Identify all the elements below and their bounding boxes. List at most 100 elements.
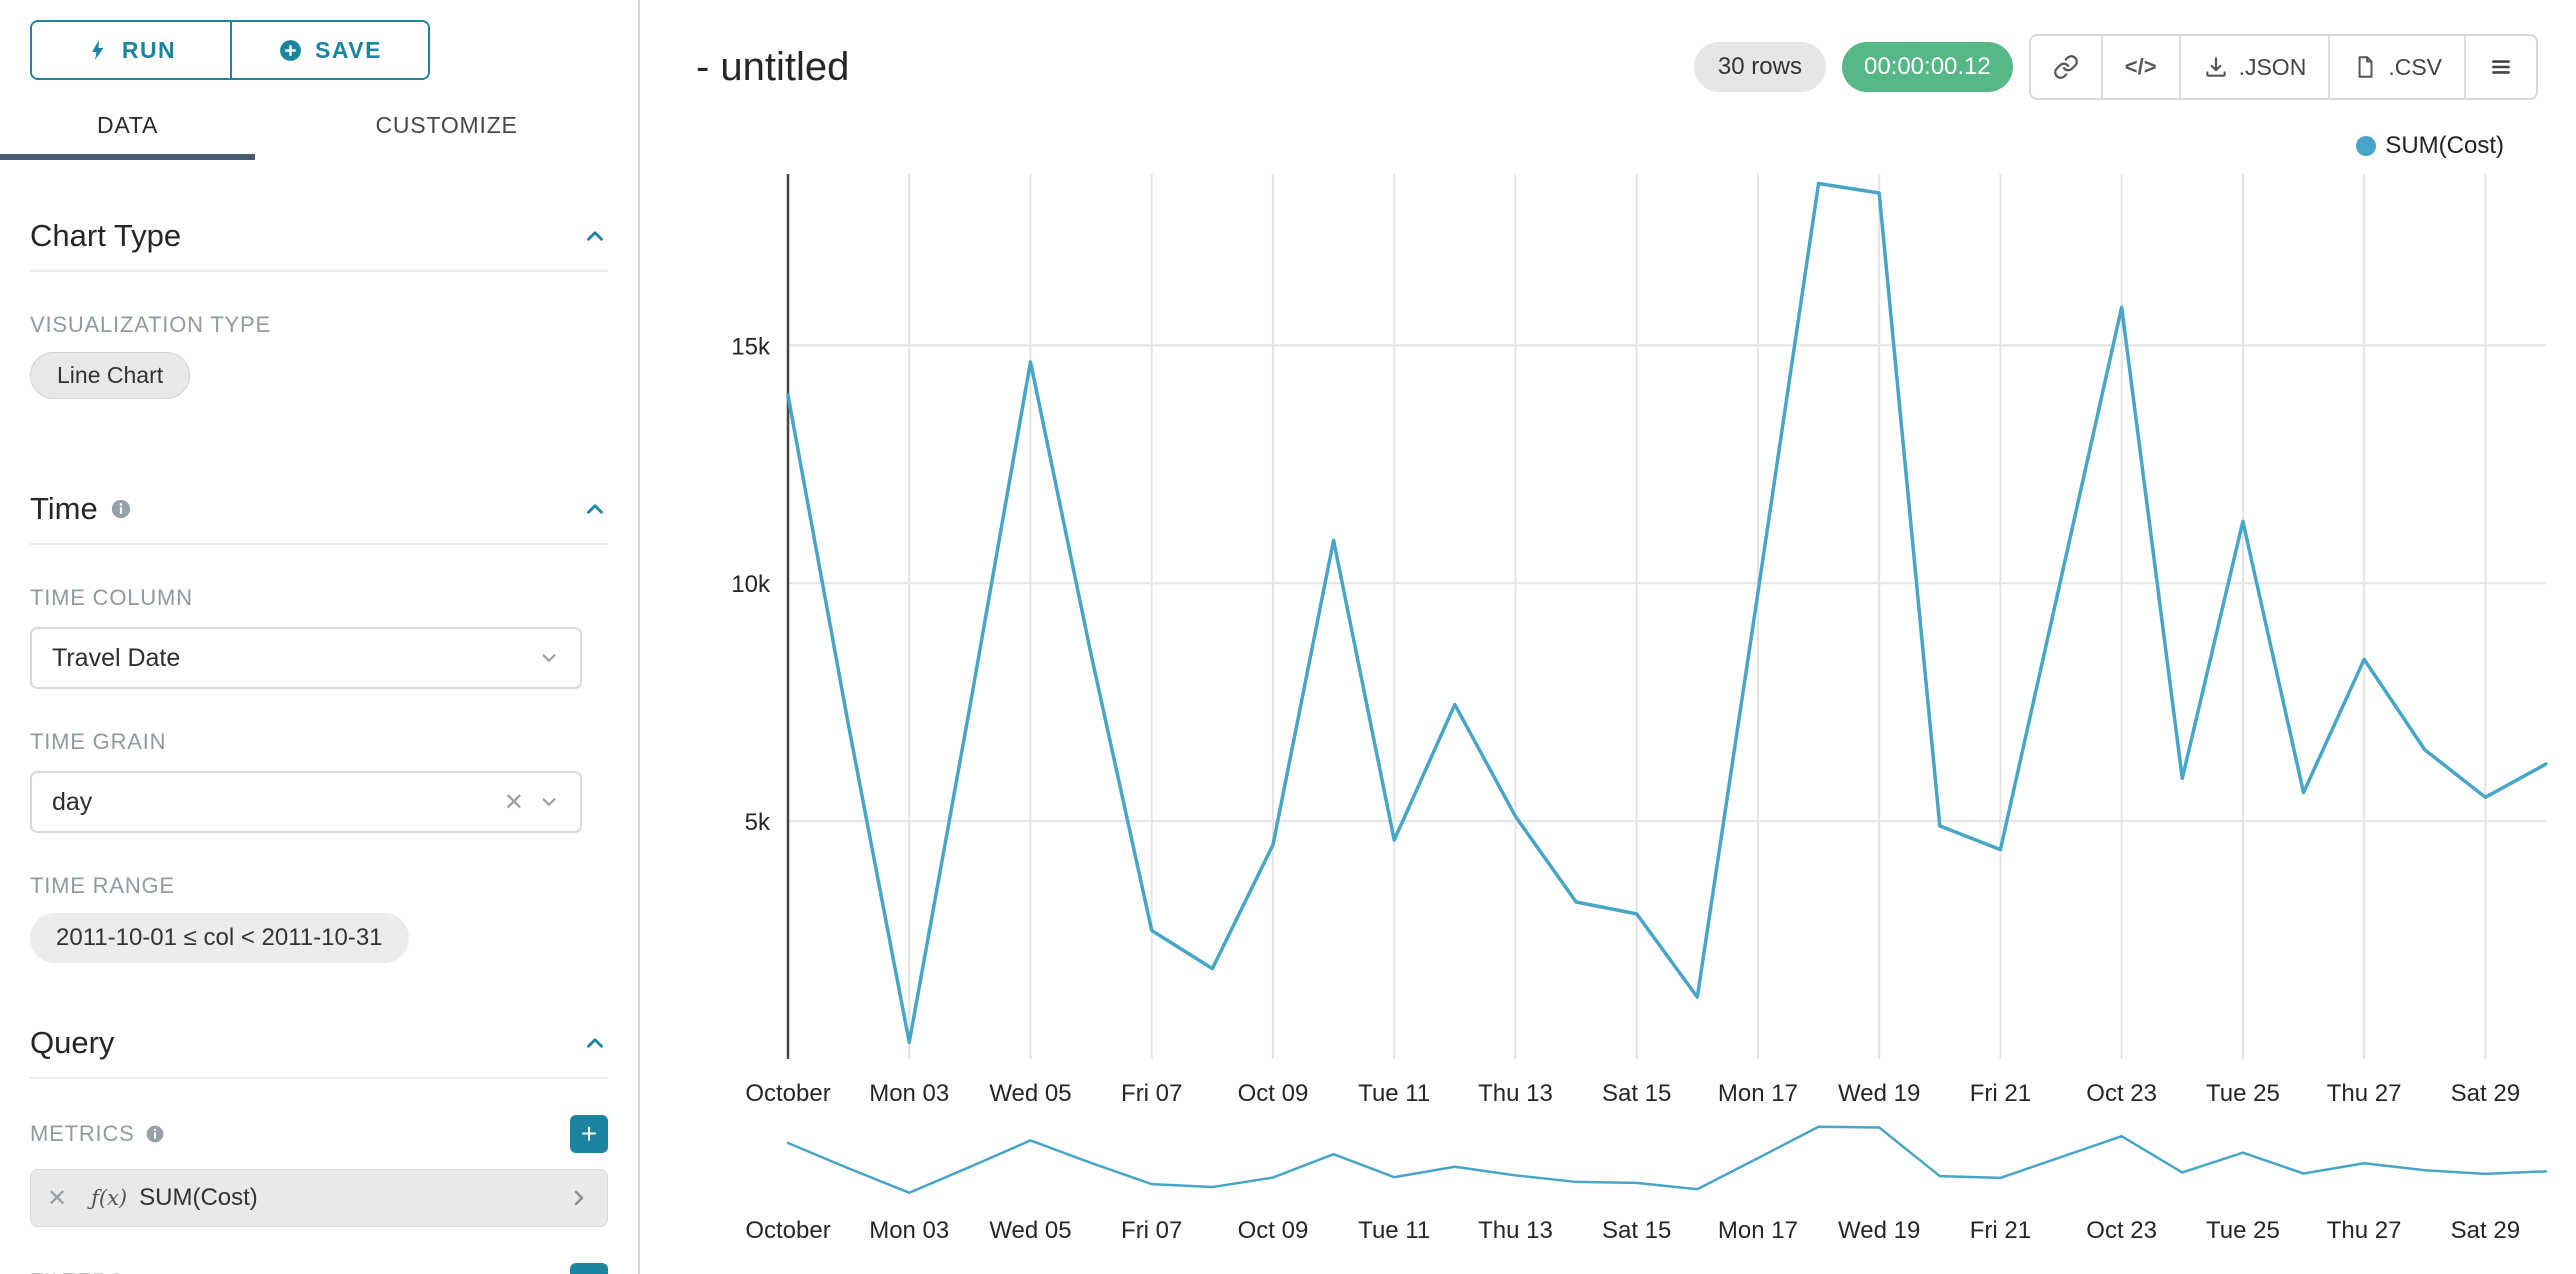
x-axis-label: October <box>745 1080 830 1107</box>
x-axis-label: Wed 05 <box>989 1080 1071 1107</box>
run-save-group: RUN SAVE <box>30 20 430 80</box>
add-filter-button[interactable]: + <box>570 1263 608 1274</box>
time-range-value[interactable]: 2011-10-01 ≤ col < 2011-10-31 <box>30 913 409 963</box>
x-axis-label: Wed 19 <box>1838 1080 1920 1107</box>
time-column-label: TIME COLUMN <box>30 585 193 610</box>
run-button[interactable]: RUN <box>32 22 230 78</box>
remove-metric-icon[interactable]: ✕ <box>47 1184 68 1212</box>
section-chart-type-title: Chart Type <box>30 218 182 253</box>
mini-x-axis-label: Wed 05 <box>989 1217 1071 1244</box>
metrics-label: METRICS <box>30 1121 135 1146</box>
menu-button[interactable] <box>2464 36 2536 98</box>
metrics-row: METRICS + <box>30 1115 608 1153</box>
filters-row: FILTERS + <box>30 1263 608 1274</box>
x-axis-label: Sat 15 <box>1602 1080 1671 1107</box>
mini-x-axis-label: Tue 11 <box>1358 1217 1430 1244</box>
mini-x-axis-label: Wed 19 <box>1838 1217 1920 1244</box>
mini-x-axis-label: October <box>745 1217 830 1244</box>
time-grain-value: day <box>52 787 93 816</box>
time-column-value: Travel Date <box>52 643 181 672</box>
visualization-type-value[interactable]: Line Chart <box>30 352 191 399</box>
row-count-badge: 30 rows <box>1693 42 1826 92</box>
x-axis-label: Mon 03 <box>869 1080 949 1107</box>
x-axis-label: Tue 25 <box>2206 1080 2280 1107</box>
save-button[interactable]: SAVE <box>230 22 428 78</box>
y-axis-label: 10k <box>731 571 771 598</box>
info-icon <box>111 499 130 519</box>
x-axis-label: Thu 27 <box>2327 1080 2402 1107</box>
series-line <box>786 181 2548 1045</box>
query-timer-badge: 00:00:00.12 <box>1841 42 2013 92</box>
section-time-title: Time <box>30 491 98 526</box>
x-axis-label: Fri 21 <box>1970 1080 2031 1107</box>
mini-x-axis-label: Thu 13 <box>1478 1217 1553 1244</box>
tab-customize-label: CUSTOMIZE <box>375 111 518 138</box>
metric-pill[interactable]: ✕ ƒ(x) SUM(Cost) <box>30 1169 608 1227</box>
control-panel: RUN SAVE DATA CUSTOMIZE Chart Type VISUA… <box>0 0 640 1274</box>
mini-x-axis-label: Sat 15 <box>1602 1217 1671 1244</box>
time-range-label: TIME RANGE <box>30 873 175 898</box>
section-chart-type-header[interactable]: Chart Type <box>30 218 608 272</box>
visualization-type-label: VISUALIZATION TYPE <box>30 312 271 337</box>
share-link-button[interactable] <box>2030 36 2101 98</box>
mini-x-axis-label: Oct 23 <box>2086 1217 2157 1244</box>
section-time-header[interactable]: Time <box>30 491 608 545</box>
mini-x-axis-label: Sat 29 <box>2451 1217 2520 1244</box>
chevron-right-icon[interactable] <box>567 1186 591 1210</box>
mini-x-axis-label: Fri 21 <box>1970 1217 2031 1244</box>
link-icon <box>2053 55 2078 79</box>
brush-mini-chart[interactable]: October Mon 03 Wed 05 Fri 07 Oct 09 Tue 11 Thu… <box>640 1114 2576 1264</box>
chevron-up-icon[interactable] <box>582 223 608 249</box>
mini-x-axis-label: Mon 03 <box>869 1217 949 1244</box>
fx-icon: ƒ(x) <box>91 1186 128 1210</box>
mini-chart-svg: October Mon 03 Wed 05 Fri 07 Oct 09 Tue 11 Thu… <box>745 1125 2548 1244</box>
mini-x-axis-label: Thu 27 <box>2327 1217 2402 1244</box>
filters-label: FILTERS <box>30 1269 124 1274</box>
mini-x-axis-label: Fri 07 <box>1121 1217 1182 1244</box>
chart-legend[interactable]: SUM(Cost) <box>640 128 2576 164</box>
plus-circle-icon <box>280 39 301 61</box>
add-metric-button[interactable]: + <box>570 1115 608 1153</box>
export-csv-button[interactable]: .CSV <box>2328 36 2464 98</box>
x-axis-label: Thu 13 <box>1478 1080 1553 1107</box>
metric-name: SUM(Cost) <box>139 1184 258 1211</box>
metric-caret <box>567 1186 591 1210</box>
lightning-icon <box>91 40 104 60</box>
chart-header-controls: 30 rows 00:00:00.12 </> .JSON . <box>1693 34 2538 100</box>
download-icon <box>2205 57 2226 77</box>
y-axis-label: 15k <box>731 333 771 360</box>
mini-series-line <box>786 1125 2548 1194</box>
main-line-chart[interactable]: 5k 10k 15k October Mon 03 Wed 05 Fri 07 Oct 09 T… <box>640 164 2576 1114</box>
y-axis-label: 5k <box>745 809 771 836</box>
x-axis-label: Tue 11 <box>1358 1080 1430 1107</box>
chevron-up-icon[interactable] <box>582 496 608 522</box>
panel-body: Chart Type VISUALIZATION TYPE Line Chart… <box>0 218 638 1274</box>
time-column-select[interactable]: Travel Date <box>30 627 582 689</box>
chart-title: - untitled <box>696 44 850 89</box>
time-grain-select[interactable]: day ✕ <box>30 771 582 833</box>
x-axis-label: Sat 29 <box>2451 1080 2520 1107</box>
tab-data[interactable]: DATA <box>0 96 256 160</box>
x-axis-label: Fri 07 <box>1121 1080 1182 1107</box>
export-csv-label: .CSV <box>2388 53 2442 80</box>
code-icon: </> <box>2124 54 2157 79</box>
x-axis-label: Mon 17 <box>1718 1080 1798 1107</box>
run-button-label: RUN <box>121 36 177 63</box>
export-json-button[interactable]: .JSON <box>2178 36 2329 98</box>
tab-customize[interactable]: CUSTOMIZE <box>255 96 638 160</box>
chevron-up-icon[interactable] <box>582 1030 608 1056</box>
x-axis-label: Oct 23 <box>2086 1080 2157 1107</box>
panel-tabs: DATA CUSTOMIZE <box>0 96 638 160</box>
export-button-group: </> .JSON .CSV <box>2028 34 2538 100</box>
tab-data-label: DATA <box>97 111 159 138</box>
legend-label: SUM(Cost) <box>2385 132 2504 159</box>
view-query-button[interactable]: </> <box>2100 36 2179 98</box>
info-icon <box>146 1125 163 1143</box>
clear-icon[interactable]: ✕ <box>503 788 524 816</box>
section-query-title: Query <box>30 1025 115 1060</box>
section-query-header[interactable]: Query <box>30 1025 608 1079</box>
main-chart-svg: 5k 10k 15k October Mon 03 Wed 05 Fri 07 Oct 09 T… <box>731 174 2548 1107</box>
mini-x-axis-label: Tue 25 <box>2206 1217 2280 1244</box>
legend-dot <box>2356 136 2377 156</box>
